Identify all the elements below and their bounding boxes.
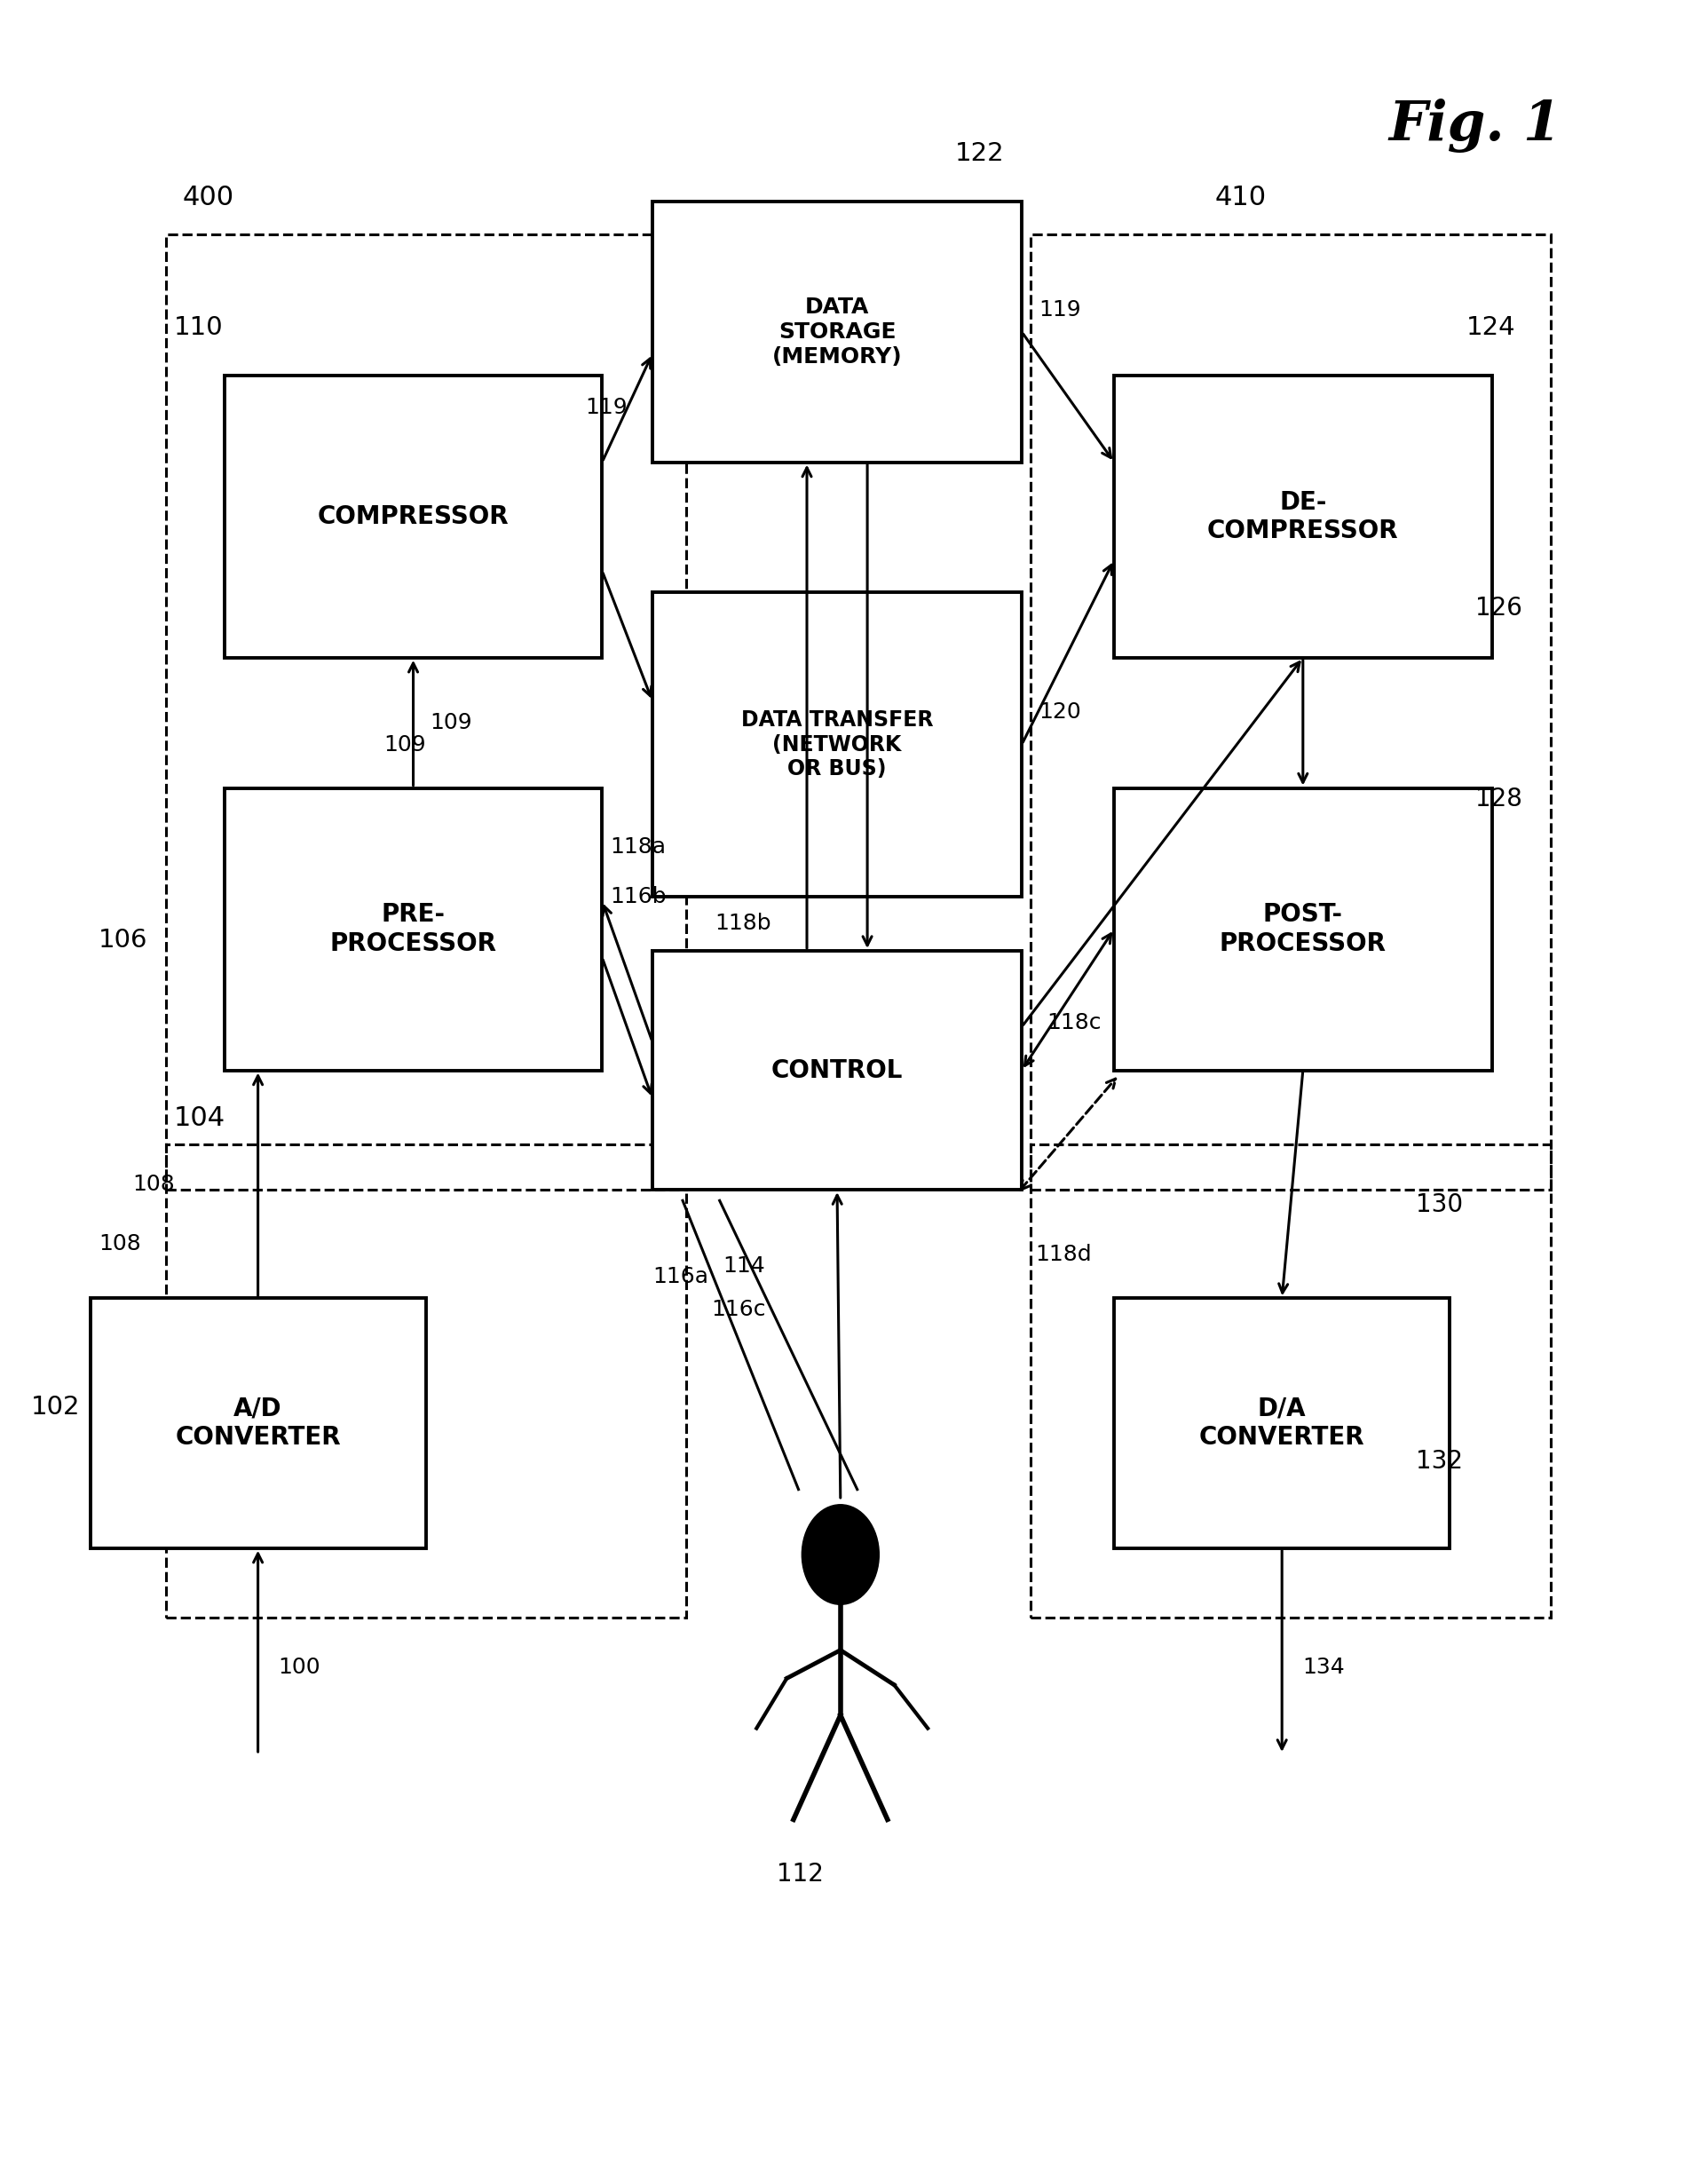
Text: DATA
STORAGE
(MEMORY): DATA STORAGE (MEMORY) (773, 297, 903, 367)
Text: 100: 100 (277, 1658, 320, 1677)
Text: DE-
COMPRESSOR: DE- COMPRESSOR (1207, 489, 1398, 544)
Bar (225, 376, 602, 657)
Text: DATA TRANSFER
(NETWORK
OR BUS): DATA TRANSFER (NETWORK OR BUS) (741, 710, 933, 780)
Text: 116b: 116b (610, 887, 666, 906)
Text: 118a: 118a (610, 836, 666, 858)
Bar (653, 592, 1021, 898)
Text: 122: 122 (955, 142, 1004, 166)
Bar (1114, 1297, 1449, 1548)
Text: COMPRESSOR: COMPRESSOR (318, 505, 509, 529)
Text: 108: 108 (98, 1234, 140, 1254)
Text: Fig. 1: Fig. 1 (1388, 98, 1561, 153)
Bar (1114, 376, 1491, 657)
Text: POST-
PROCESSOR: POST- PROCESSOR (1219, 902, 1387, 957)
Text: 114: 114 (724, 1256, 766, 1275)
Text: A/D
CONVERTER: A/D CONVERTER (176, 1396, 342, 1450)
Text: CONTROL: CONTROL (771, 1057, 903, 1083)
Text: 106: 106 (98, 928, 147, 952)
Text: 112: 112 (776, 1861, 824, 1887)
Text: 118c: 118c (1047, 1011, 1101, 1033)
Text: 119: 119 (1038, 299, 1081, 321)
Text: 116c: 116c (712, 1299, 766, 1319)
Text: 410: 410 (1214, 183, 1267, 210)
Text: 108: 108 (132, 1173, 174, 1195)
Circle shape (802, 1505, 879, 1605)
Text: 119: 119 (585, 397, 627, 419)
Text: 104: 104 (174, 1105, 225, 1131)
Bar (1114, 788, 1491, 1070)
Text: 102: 102 (32, 1393, 81, 1420)
Text: 132: 132 (1417, 1448, 1463, 1474)
Bar (166, 234, 687, 1190)
Bar (1030, 1144, 1551, 1618)
Bar (225, 788, 602, 1070)
Bar (653, 201, 1021, 463)
Text: 124: 124 (1466, 314, 1517, 341)
Text: 128: 128 (1475, 786, 1522, 810)
Bar (1030, 234, 1551, 1190)
Text: 118b: 118b (715, 913, 771, 935)
Text: 126: 126 (1475, 596, 1522, 620)
Bar (90, 1297, 426, 1548)
Bar (653, 950, 1021, 1190)
Text: 109: 109 (384, 734, 426, 756)
Text: PRE-
PROCESSOR: PRE- PROCESSOR (330, 902, 497, 957)
Text: 118d: 118d (1035, 1245, 1092, 1265)
Text: 400: 400 (183, 183, 233, 210)
Text: 120: 120 (1038, 701, 1081, 723)
Text: D/A
CONVERTER: D/A CONVERTER (1199, 1396, 1365, 1450)
Bar (166, 1144, 687, 1618)
Text: 130: 130 (1417, 1192, 1463, 1216)
Text: 116a: 116a (653, 1267, 709, 1286)
Text: 109: 109 (430, 712, 472, 734)
Text: 134: 134 (1302, 1658, 1344, 1677)
Text: 110: 110 (174, 314, 223, 341)
